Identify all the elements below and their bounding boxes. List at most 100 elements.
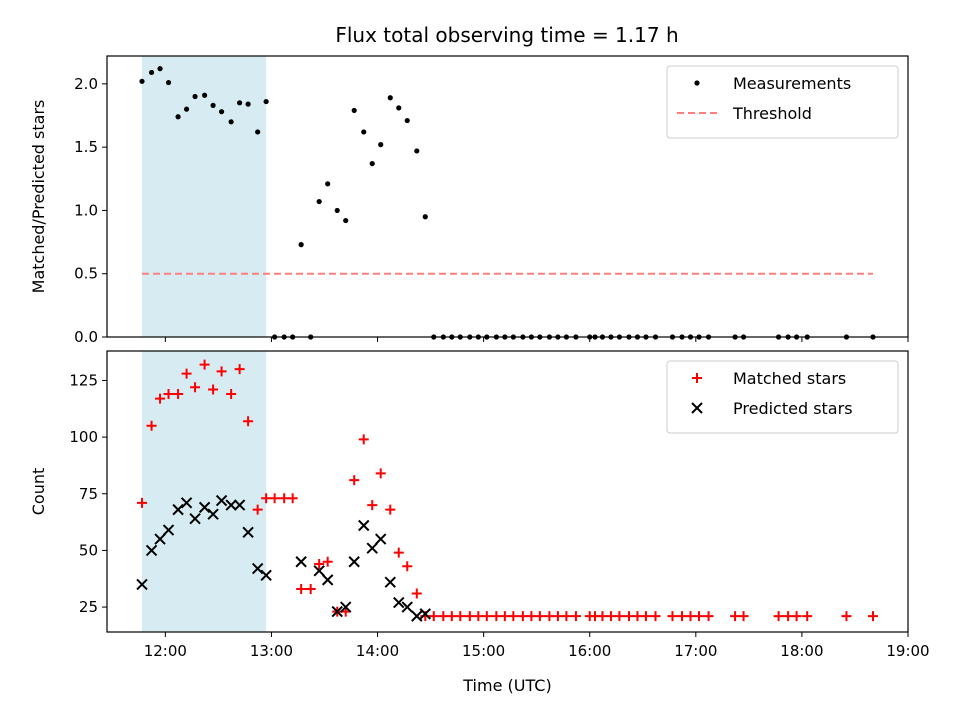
predicted-star-point: [401, 601, 413, 613]
predicted-star-point: [348, 556, 360, 568]
predicted-star-point: [154, 533, 166, 545]
y-axis-label: Count: [29, 468, 48, 516]
matched-star-point: [261, 493, 272, 504]
predicted-star-point: [189, 512, 201, 525]
matched-star-point: [623, 611, 634, 622]
matched-star-point: [464, 611, 475, 622]
measurement-point: [192, 93, 198, 100]
measurement-point: [210, 102, 216, 108]
matched-star-point: [234, 364, 245, 375]
predicted-star-point: [242, 526, 254, 538]
matched-star-point: [677, 611, 688, 622]
measurement-point: [334, 207, 340, 214]
measurement-point: [396, 105, 402, 111]
matched-star-point: [783, 611, 794, 622]
matched-star-point: [544, 611, 555, 622]
matched-star-point: [349, 475, 360, 486]
matched-star-point: [517, 611, 528, 622]
matched-star-point: [173, 389, 184, 400]
matched-star-point: [269, 493, 280, 504]
predicted-star-point: [375, 533, 387, 545]
matched-star-point: [650, 611, 661, 622]
legend-box: [666, 65, 899, 139]
x-tick-label: 16:00: [568, 642, 611, 660]
measurement-point: [245, 101, 251, 107]
measurement-point: [361, 129, 367, 135]
matched-star-point: [455, 611, 466, 622]
predicted-star-point: [295, 556, 307, 568]
matched-star-point: [279, 493, 290, 504]
predicted-star-point: [366, 542, 378, 554]
measurement-point: [148, 69, 155, 76]
predicted-star-point: [331, 605, 343, 618]
x-tick-label: 14:00: [356, 642, 399, 660]
observing-window-span: [142, 351, 267, 632]
matched-star-point: [190, 382, 201, 393]
matched-star-point: [181, 368, 192, 379]
matched-star-point: [614, 611, 625, 622]
matched-star-point: [703, 611, 714, 622]
predicted-star-point: [180, 497, 193, 509]
matched-star-point: [473, 611, 484, 622]
observing-window-span: [142, 56, 267, 337]
predicted-star-point: [136, 578, 148, 591]
matched-star-point: [446, 611, 457, 622]
matched-star-point: [640, 611, 651, 622]
legend-dot-icon: [694, 80, 700, 86]
matched-star-point: [208, 384, 219, 395]
matched-star-point: [526, 611, 537, 622]
predicted-star-point: [411, 610, 423, 622]
matched-star-point: [773, 611, 784, 622]
measurement-point: [343, 217, 349, 224]
measurement-point: [351, 107, 357, 114]
legend-label: Matched stars: [733, 369, 846, 388]
predicted-star-point: [198, 501, 211, 514]
y-tick-label: 50: [79, 541, 98, 559]
matched-star-point: [155, 393, 166, 404]
x-tick-label: 15:00: [462, 642, 505, 660]
matched-star-point: [411, 588, 422, 599]
chart-title: Flux total observing time = 1.17 h: [335, 23, 678, 47]
measurement-point: [404, 117, 410, 124]
matched-star-point: [508, 611, 519, 622]
matched-star-point: [226, 389, 237, 400]
matched-star-point: [402, 561, 413, 572]
x-tick-label: 18:00: [780, 642, 823, 660]
matched-star-point: [730, 611, 741, 622]
legend-x-icon: [691, 402, 703, 414]
measurement-point: [414, 148, 420, 154]
legend-box: [666, 360, 899, 434]
y-axis-label: Matched/Predicted stars: [29, 100, 48, 294]
matched-star-point: [570, 611, 581, 622]
matched-star-point: [305, 583, 316, 594]
measurement-point: [378, 142, 384, 148]
matched-star-point: [296, 583, 307, 594]
y-tick-label: 100: [69, 428, 98, 446]
predicted-star-point: [233, 499, 246, 511]
measurement-point: [183, 106, 190, 112]
matched-star-point: [605, 611, 616, 622]
predicted-star-point: [358, 519, 370, 532]
matched-star-point: [552, 611, 563, 622]
matched-star-point: [375, 468, 386, 479]
matched-star-point: [693, 611, 704, 622]
matched-star-point: [393, 547, 404, 558]
predicted-star-point: [215, 494, 228, 507]
matched-star-point: [287, 493, 298, 504]
matched-star-point: [791, 611, 802, 622]
matched-star-point: [867, 611, 878, 622]
matched-star-point: [243, 416, 254, 427]
measurement-point: [316, 198, 322, 205]
matched-star-point: [632, 611, 643, 622]
legend-label: Predicted stars: [733, 399, 853, 418]
predicted-star-point: [384, 576, 396, 588]
matched-star-point: [499, 611, 510, 622]
measurement-point: [422, 214, 428, 220]
matched-star-point: [438, 611, 449, 622]
measurement-point: [175, 114, 181, 120]
matched-star-point: [199, 359, 210, 370]
x-tick-label: 17:00: [674, 642, 717, 660]
x-tick-label: 13:00: [250, 642, 293, 660]
y-tick-label: 1.5: [74, 138, 98, 156]
y-tick-label: 0.5: [74, 265, 98, 283]
